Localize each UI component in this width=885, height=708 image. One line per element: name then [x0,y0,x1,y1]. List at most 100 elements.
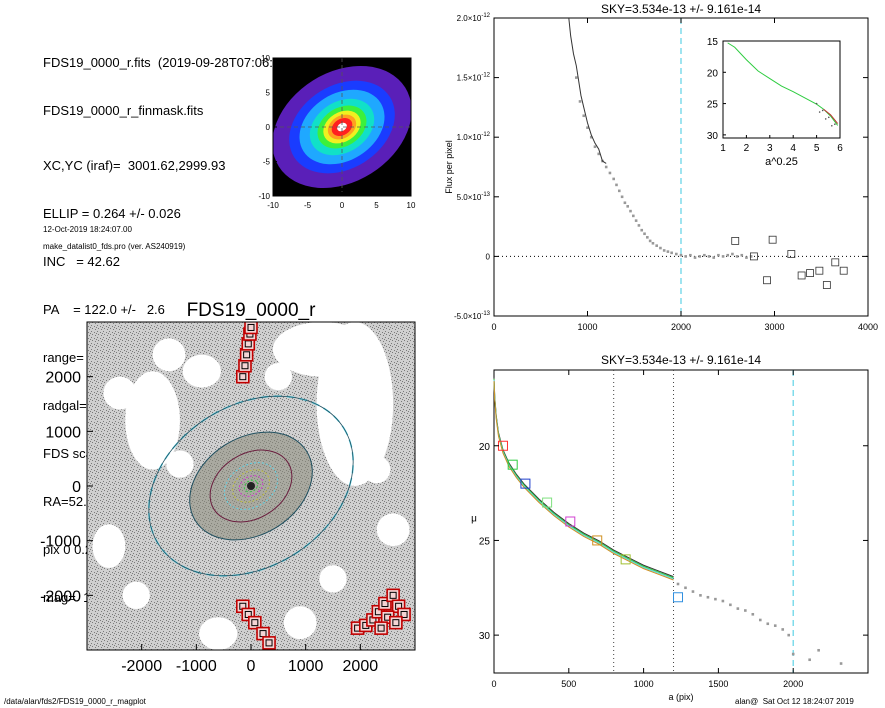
sky-xtick-label: 3000 [764,322,784,332]
sky-point [617,189,621,193]
sky-point [675,252,678,256]
inset-xtick-label: 2 [744,143,750,154]
thumbnail-contour-8 [337,122,347,132]
inset-xtick-label: 1 [720,143,726,154]
galaxy-ytick-label: 1000 [45,424,81,441]
sky-point [655,244,658,247]
mu-tail-point [721,599,725,603]
mu-profile-curve [493,381,674,581]
program-line: make_datalist0_fds.pro (ver. AS240919) [43,242,186,251]
sky-point [578,100,582,103]
sky-point [632,214,635,218]
sky-point [629,209,632,213]
galaxy-image-title: FDS19_0000_r [187,300,317,321]
isophote-ellipse [238,475,264,497]
info-line-fits: FDS19_0000_r.fits (2019-09-28T07:06:43) [43,55,292,70]
masked-star-box [389,615,403,630]
footer-timestamp: alan@ Sat Oct 12 18:24:07 2019 [735,697,854,706]
sky-xtick-label: 2000 [671,322,691,332]
sky-point [640,228,644,232]
info-line-ellip: ELLIP = 0.264 +/- 0.026 [43,206,181,221]
galaxy-xtick-label: 1000 [288,658,324,675]
sky-xtick-label: 4000 [858,322,878,332]
sky-square-marker [839,266,848,275]
sky-square-marker [763,276,771,285]
mu-title: SKY=3.534e-13 +/- 9.161e-14 [601,353,761,367]
masked-star-inner [239,373,247,381]
radgal-ellipse-outline [148,395,354,577]
inset-xtick-label: 4 [790,143,796,154]
isophote-ellipse [189,431,313,541]
sky-square-marker [815,266,824,275]
sky-point [615,183,618,187]
inset-frame [722,40,841,139]
thumbnail-xtick-label: 5 [374,201,379,210]
thumbnail-ytick-label: -10 [258,192,270,201]
mu-tail-point [839,662,843,665]
galaxy-mask-hole [264,363,293,391]
sky-point [574,76,578,79]
inset-scatter-point [818,111,821,113]
mu-tail-point [729,603,732,607]
mu-isophote-square [507,459,518,470]
sky-square-marker [822,281,831,289]
masked-star-inner [265,639,273,647]
masked-star-inner [244,340,252,348]
mu-tail-point [791,652,795,656]
sky-point [717,253,720,257]
sky-point [731,252,734,256]
isophote-ellipse [223,462,279,510]
galaxy-mask-hole [125,371,180,470]
mu-ytick-label: 25 [479,536,491,547]
inset-ytick-label: 20 [707,68,719,79]
thumbnail-xtick-label: 10 [407,201,416,210]
mu-ylabel: μ [471,514,477,525]
sky-square-marker [831,258,840,267]
mu-xtick-label: 2000 [783,679,803,689]
mu-frame [493,369,869,674]
mu-profile-curve [493,377,674,578]
sky-point [582,114,586,118]
sky-point [634,219,638,222]
thumbnail-contours [273,65,411,189]
mu-isophote-square [592,535,603,546]
sky-point [698,255,701,258]
inset-scatter-point [827,116,830,119]
galaxy-nucleus [247,482,255,490]
mu-tail-point [766,622,770,626]
galaxy-xtick-label: -2000 [121,658,162,675]
galaxy-mask-hole [376,513,410,547]
info-line-inc: INC = 42.62 [43,254,120,269]
inset-ytick-label: 30 [707,131,719,142]
info-line-mask: FDS19_0000_r_finmask.fits [43,103,204,118]
thumbnail-xtick-label: -5 [304,201,312,210]
mu-tail-point [817,648,820,652]
mu-ytick-label: 20 [479,442,491,453]
inset-xtick-label: 5 [814,143,820,154]
sky-square-marker [806,269,814,277]
masked-star-inner [241,362,249,370]
thumbnail-ytick-label: -5 [263,158,271,167]
sky-point [740,253,744,257]
sky-ytick-label: 1.5×10-12 [457,73,491,83]
inset-ytick-label: 15 [707,37,719,48]
galaxy-mask-hole [152,338,186,372]
mu-tail-point [691,590,695,593]
masked-star-box [244,322,258,335]
sky-point [662,249,666,252]
thumbnail-plot: -10 -5 0 5 10 -10 -5 0 5 10 [258,54,416,210]
sky-square-marker [787,250,796,258]
sky-point [712,256,716,259]
mu-tail-point [714,597,717,601]
sky-point [689,253,692,257]
mu-xtick-label: 500 [561,679,576,689]
sky-square-marker [731,237,740,245]
inset-scatter-point [815,102,818,105]
sky-point [735,255,739,258]
mu-xtick-label: 1000 [634,679,654,689]
mu-tail-point [808,658,811,662]
galaxy-xtick-label: -1000 [176,658,217,675]
sky-ytick-label: 1.0×10-12 [457,132,491,142]
thumbnail-xtick-label: 0 [340,201,345,210]
masked-star-inner [377,624,385,632]
